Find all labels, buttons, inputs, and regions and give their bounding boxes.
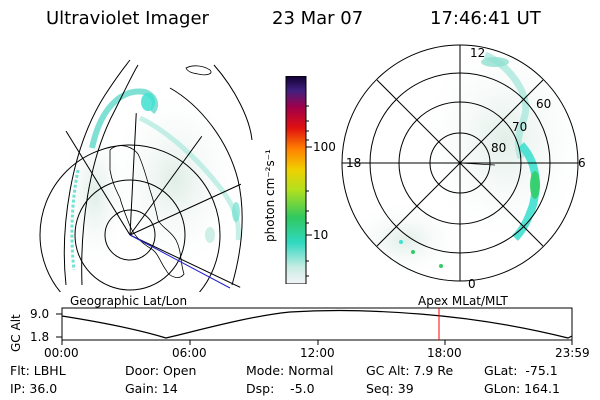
time-tick-1200: 12:00 (300, 346, 335, 360)
altitude-plot (56, 307, 573, 345)
auroral-oval (138, 115, 241, 241)
filter-value: Flt: LBHL (10, 363, 66, 378)
noise-dot (399, 240, 403, 244)
mlt-label-12: 12 (470, 46, 486, 60)
mlt-label-18: 18 (346, 156, 362, 170)
auroral-spot (205, 227, 215, 243)
ip-value: IP: 36.0 (10, 381, 58, 396)
auroral-oval (70, 169, 80, 271)
gc-altitude-value: GC Alt: 7.9 Re (366, 363, 454, 378)
mlat-label-80: 80 (491, 141, 507, 155)
satellite-track (129, 234, 231, 289)
time-tick-2359: 23:59 (555, 346, 590, 360)
auroral-core (530, 171, 540, 199)
mlat-label-70: 70 (512, 120, 528, 134)
colorbar-tick-10: 10 (313, 228, 329, 242)
instrument-title: Ultraviolet Imager (46, 8, 209, 29)
coastline (185, 65, 212, 76)
geographic-latitude: GLat: -75.1 (484, 363, 558, 378)
dsp-value: Dsp: -5.0 (246, 381, 315, 396)
time-marker (459, 162, 496, 166)
noise-dot (411, 250, 415, 254)
geo-panel-label: Geographic Lat/Lon (70, 294, 188, 308)
polar-plot (341, 44, 579, 282)
auroral-oval (89, 88, 159, 149)
auroral-oval (483, 51, 530, 160)
time-tick-0000: 00:00 (44, 346, 79, 360)
door-status: Door: Open (125, 363, 197, 378)
mlt-label-0: 0 (468, 277, 476, 291)
polar-panel-label: Apex MLat/MLT (418, 294, 508, 308)
observation-time: 17:46:41 UT (430, 8, 541, 29)
faint-emission (60, 115, 130, 275)
colorbar-tick-100: 100 (313, 140, 336, 154)
observation-date: 23 Mar 07 (272, 8, 364, 29)
altitude-ylabel: GC Alt (9, 314, 23, 352)
auroral-spot (481, 57, 509, 67)
gain-value: Gain: 14 (125, 381, 178, 396)
auroral-spot (141, 93, 155, 111)
sequence-value: Seq: 39 (366, 381, 414, 396)
geographic-longitude: GLon: 164.1 (484, 381, 560, 396)
faint-emission (345, 200, 465, 280)
time-tick-1800: 18:00 (427, 346, 462, 360)
auroral-spot (232, 202, 240, 222)
altitude-ytick-low: 1.8 (30, 330, 50, 344)
altitude-ytick-high: 9.0 (30, 307, 50, 321)
time-tick-0600: 06:00 (172, 346, 207, 360)
mode-value: Mode: Normal (246, 363, 334, 378)
color-scale-bar (285, 76, 312, 284)
auroral-oval (512, 142, 540, 241)
geographic-map (8, 59, 253, 292)
colorbar-unit-label: photon cm⁻²s⁻¹ (263, 149, 277, 242)
altitude-trace (61, 309, 573, 339)
mlat-label-60: 60 (536, 97, 552, 111)
noise-dot (439, 264, 443, 268)
mlt-label-6: 6 (578, 156, 586, 170)
coastline (109, 145, 185, 278)
